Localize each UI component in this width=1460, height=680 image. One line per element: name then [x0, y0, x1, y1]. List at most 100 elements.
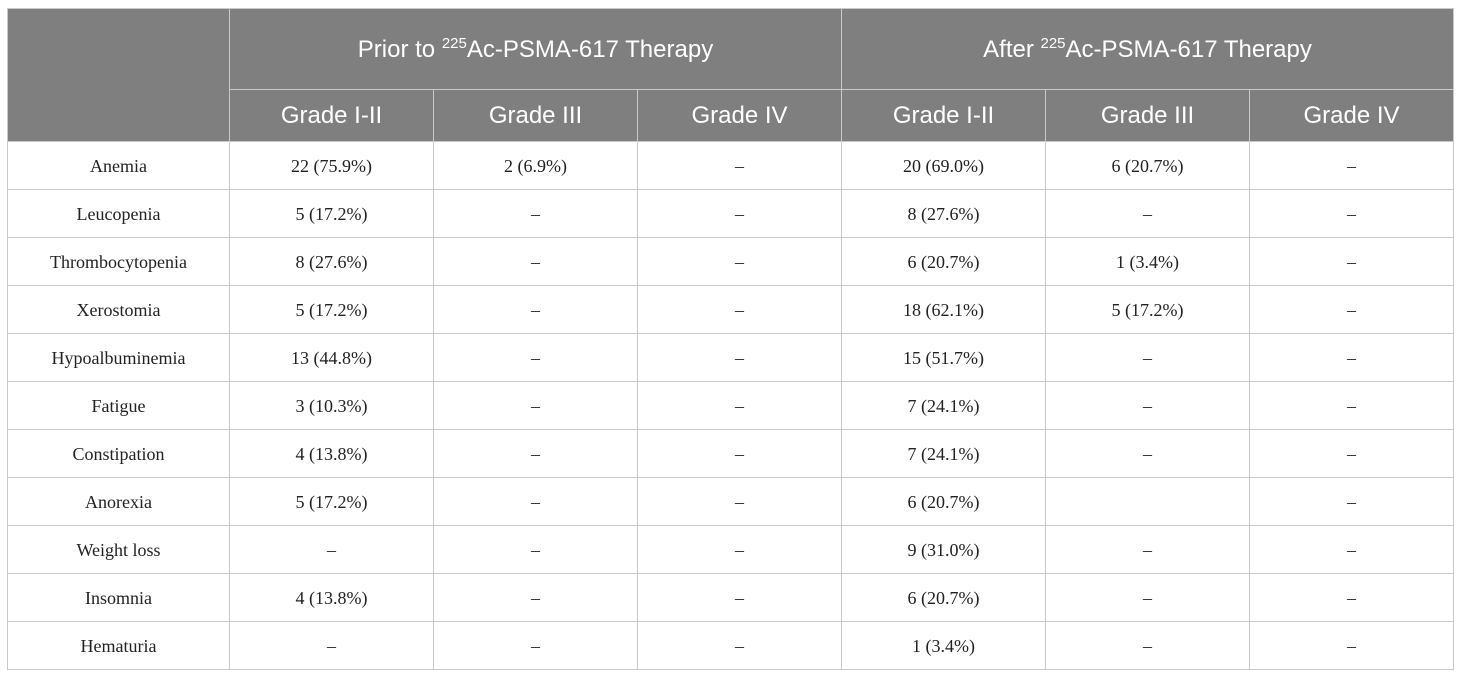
header-group-prior-suffix: Ac-PSMA-617 Therapy	[466, 35, 714, 63]
value-cell: –	[637, 429, 842, 478]
header-group-prior-prefix: Prior to	[357, 35, 442, 63]
value-cell: 5 (17.2%)	[229, 285, 434, 334]
value-cell: 9 (31.0%)	[841, 525, 1046, 574]
value-cell: 6 (20.7%)	[841, 237, 1046, 286]
value-cell: 8 (27.6%)	[841, 189, 1046, 238]
header-grade-cell: Grade I-II	[841, 89, 1046, 142]
value-cell: –	[637, 621, 842, 670]
row-label-cell: Hematuria	[7, 621, 230, 670]
value-cell: –	[1249, 525, 1454, 574]
header-group-prior-isotope-mass: 225	[441, 34, 467, 52]
value-cell: –	[1045, 189, 1250, 238]
row-label-cell: Leucopenia	[7, 189, 230, 238]
value-cell: –	[1045, 333, 1250, 382]
value-cell: –	[1249, 477, 1454, 526]
value-cell: 8 (27.6%)	[229, 237, 434, 286]
table-row: Anorexia 5 (17.2%) – –6 (20.7%) –	[7, 477, 1454, 526]
row-label-cell: Fatigue	[7, 381, 230, 430]
value-cell: –	[1045, 429, 1250, 478]
value-cell: –	[637, 237, 842, 286]
value-cell: –	[637, 525, 842, 574]
table-row: Weight loss – – –9 (31.0%) – –	[7, 525, 1454, 574]
value-cell: 6 (20.7%)	[841, 573, 1046, 622]
header-grade-cell: Grade IV	[637, 89, 842, 142]
row-label-cell: Weight loss	[7, 525, 230, 574]
value-cell: 5 (17.2%)	[229, 189, 434, 238]
header-group-after-isotope-mass: 225	[1040, 34, 1066, 52]
value-cell: 7 (24.1%)	[841, 381, 1046, 430]
header-group-after: After 225Ac-PSMA-617 Therapy	[841, 8, 1454, 90]
header-grade-cell: Grade III	[433, 89, 638, 142]
value-cell: –	[1249, 573, 1454, 622]
value-cell	[1045, 477, 1250, 526]
header-row-groups: Prior to 225Ac-PSMA-617 Therapy After 22…	[7, 8, 1454, 142]
value-cell: –	[1249, 429, 1454, 478]
row-label-cell: Hypoalbuminemia	[7, 333, 230, 382]
header-corner-cell	[7, 8, 230, 142]
value-cell: –	[637, 189, 842, 238]
value-cell: –	[1045, 621, 1250, 670]
value-cell: –	[433, 285, 638, 334]
value-cell: 15 (51.7%)	[841, 333, 1046, 382]
table-body: Anemia 22 (75.9%) 2 (6.9%) –20 (69.0%) 6 (20…	[7, 141, 1454, 670]
header-row-grades: Grade I-II Grade III Grade IV Grade I-II…	[8, 89, 1454, 142]
table-header: Prior to 225Ac-PSMA-617 Therapy After 22…	[7, 8, 1454, 142]
value-cell: –	[1249, 381, 1454, 430]
value-cell: 2 (6.9%)	[433, 141, 638, 190]
value-cell: –	[637, 285, 842, 334]
value-cell: –	[433, 573, 638, 622]
row-label-cell: Insomnia	[7, 573, 230, 622]
value-cell: –	[433, 381, 638, 430]
row-label-cell: Xerostomia	[7, 285, 230, 334]
table-row: Leucopenia 5 (17.2%) – –8 (27.6%) – –	[7, 189, 1454, 238]
value-cell: 1 (3.4%)	[1045, 237, 1250, 286]
value-cell: –	[1249, 285, 1454, 334]
value-cell: –	[1249, 621, 1454, 670]
value-cell: –	[637, 333, 842, 382]
value-cell: –	[1045, 573, 1250, 622]
value-cell: –	[433, 333, 638, 382]
header-group-after-prefix: After	[983, 35, 1041, 63]
row-label-cell: Anemia	[7, 141, 230, 190]
value-cell: –	[1249, 237, 1454, 286]
value-cell: 4 (13.8%)	[229, 429, 434, 478]
value-cell: 4 (13.8%)	[229, 573, 434, 622]
value-cell: –	[1249, 333, 1454, 382]
adverse-events-table: Prior to 225Ac-PSMA-617 Therapy After 22…	[7, 8, 1454, 670]
table-row: Constipation 4 (13.8%) – –7 (24.1%) – –	[7, 429, 1454, 478]
table-row: Anemia 22 (75.9%) 2 (6.9%) –20 (69.0%) 6 (20…	[7, 141, 1454, 190]
value-cell: 18 (62.1%)	[841, 285, 1046, 334]
value-cell: 7 (24.1%)	[841, 429, 1046, 478]
row-label-cell: Thrombocytopenia	[7, 237, 230, 286]
table-row: Fatigue 3 (10.3%) – –7 (24.1%) – –	[7, 381, 1454, 430]
header-group-after-suffix: Ac-PSMA-617 Therapy	[1065, 35, 1312, 63]
value-cell: –	[637, 141, 842, 190]
header-grade-cell: Grade III	[1045, 89, 1250, 142]
value-cell: –	[433, 189, 638, 238]
value-cell: –	[229, 525, 434, 574]
value-cell: 13 (44.8%)	[229, 333, 434, 382]
value-cell: –	[1249, 189, 1454, 238]
table-row: Hypoalbuminemia 13 (44.8%) – –15 (51.7%) – –	[7, 333, 1454, 382]
value-cell: –	[229, 621, 434, 670]
table-row: Xerostomia 5 (17.2%) – –18 (62.1%) 5 (17.2%)…	[7, 285, 1454, 334]
header-group-prior: Prior to 225Ac-PSMA-617 Therapy	[229, 8, 842, 90]
value-cell: 5 (17.2%)	[229, 477, 434, 526]
value-cell: 3 (10.3%)	[229, 381, 434, 430]
value-cell: –	[1045, 525, 1250, 574]
value-cell: –	[433, 621, 638, 670]
value-cell: –	[433, 237, 638, 286]
value-cell: –	[433, 429, 638, 478]
value-cell: –	[433, 477, 638, 526]
table-row: Insomnia 4 (13.8%) – –6 (20.7%) – –	[7, 573, 1454, 622]
header-grade-cell: Grade IV	[1249, 89, 1454, 142]
value-cell: –	[433, 525, 638, 574]
value-cell: –	[1249, 141, 1454, 190]
table-row: Thrombocytopenia 8 (27.6%) – –6 (20.7%) 1 (3…	[7, 237, 1454, 286]
value-cell: –	[637, 573, 842, 622]
value-cell: 6 (20.7%)	[841, 477, 1046, 526]
value-cell: –	[637, 477, 842, 526]
value-cell: 20 (69.0%)	[841, 141, 1046, 190]
row-label-cell: Constipation	[7, 429, 230, 478]
table-row: Hematuria – – –1 (3.4%) – –	[7, 621, 1454, 670]
